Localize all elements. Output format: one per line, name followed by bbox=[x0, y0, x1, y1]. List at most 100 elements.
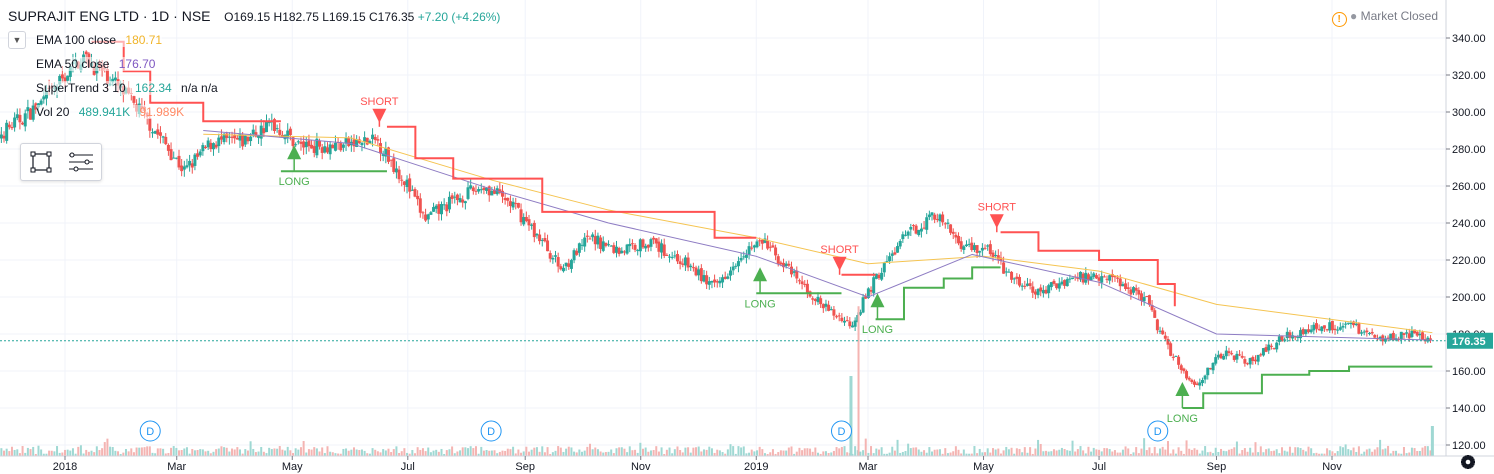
volume-bar bbox=[262, 451, 265, 456]
candle-body bbox=[543, 238, 547, 242]
volume-bar bbox=[1002, 450, 1005, 456]
volume-bar bbox=[10, 446, 13, 456]
candle-body bbox=[654, 238, 658, 244]
volume-bar bbox=[952, 451, 955, 456]
volume-bar bbox=[1045, 450, 1048, 456]
volume-bar bbox=[774, 453, 777, 456]
candle-body bbox=[779, 262, 783, 265]
candle-body bbox=[1171, 356, 1175, 358]
volume-bar bbox=[854, 446, 857, 456]
candle-body bbox=[938, 214, 942, 222]
candle-body bbox=[1235, 353, 1239, 360]
volume-bar bbox=[1156, 453, 1159, 456]
menu-icon[interactable] bbox=[67, 151, 95, 173]
candle-body bbox=[718, 280, 722, 284]
volume-bar bbox=[631, 450, 634, 456]
volume-bar bbox=[132, 452, 135, 456]
candle-body bbox=[408, 178, 412, 192]
volume-bar bbox=[1265, 449, 1268, 456]
volume-bar bbox=[310, 449, 313, 456]
study-legend-supertrend[interactable]: SuperTrend 3 10 162.34 n/a n/a bbox=[36, 81, 218, 95]
candle-body bbox=[599, 237, 603, 249]
candle-body bbox=[196, 153, 200, 157]
volume-bar bbox=[549, 453, 552, 456]
candle-body bbox=[678, 261, 682, 264]
candle-body bbox=[935, 218, 939, 220]
candle-body bbox=[474, 190, 478, 192]
volume-bar bbox=[962, 449, 965, 456]
volume-bar bbox=[1174, 453, 1177, 456]
volume-bar bbox=[575, 452, 578, 456]
chevron-down-icon[interactable]: ▼ bbox=[8, 31, 26, 49]
volume-bar bbox=[1100, 451, 1103, 456]
volume-bar bbox=[244, 449, 247, 456]
volume-bar bbox=[1172, 449, 1175, 456]
volume-bar bbox=[1151, 453, 1154, 456]
volume-bar bbox=[119, 453, 122, 456]
volume-bar bbox=[870, 446, 873, 456]
candle-body bbox=[782, 262, 786, 268]
candle-body bbox=[1264, 347, 1268, 352]
close-value: C176.35 bbox=[368, 10, 415, 24]
market-status[interactable]: ! ● Market Closed bbox=[1331, 9, 1438, 27]
symbol-title[interactable]: SUPRAJIT ENG LTD · 1D · NSE bbox=[8, 8, 211, 24]
candle-body bbox=[1118, 278, 1122, 287]
candle-body bbox=[466, 187, 470, 199]
study-legend-ema50[interactable]: EMA 50 close 176.70 bbox=[36, 57, 156, 71]
volume-bar bbox=[663, 453, 666, 456]
candle-body bbox=[211, 143, 215, 150]
candle-body bbox=[577, 243, 581, 253]
volume-bar bbox=[745, 453, 748, 456]
candle-body bbox=[1028, 283, 1032, 286]
candle-body bbox=[829, 309, 833, 311]
candle-body bbox=[827, 304, 831, 311]
volume-bar bbox=[1328, 450, 1331, 456]
study-legend-volume[interactable]: Vol 20 489.941K 91.989K bbox=[36, 105, 185, 119]
candle-body bbox=[1036, 289, 1040, 296]
volume-bar bbox=[787, 447, 790, 456]
volume-bar bbox=[440, 448, 443, 456]
volume-bar bbox=[612, 453, 615, 456]
candle-body bbox=[800, 281, 804, 285]
candle-body bbox=[1044, 289, 1048, 294]
candle-body bbox=[174, 157, 178, 159]
candle-body bbox=[1206, 367, 1210, 376]
volume-bar bbox=[618, 447, 621, 456]
candle-body bbox=[325, 147, 329, 153]
candle-body bbox=[850, 325, 854, 328]
volume-bar bbox=[1413, 448, 1416, 456]
volume-bar bbox=[1357, 446, 1360, 456]
candle-body bbox=[193, 154, 197, 166]
candle-body bbox=[1344, 323, 1348, 325]
gear-icon[interactable] bbox=[1461, 455, 1475, 469]
volume-bar bbox=[668, 447, 671, 456]
short-label: SHORT bbox=[978, 201, 1017, 213]
volume-bar bbox=[771, 449, 774, 456]
volume-bar bbox=[626, 452, 629, 456]
volume-bar bbox=[1262, 452, 1265, 456]
volume-bar bbox=[1429, 450, 1432, 456]
volume-bar bbox=[284, 450, 287, 456]
rect-select-icon[interactable] bbox=[29, 151, 53, 173]
volume-bar bbox=[111, 447, 114, 456]
candle-body bbox=[384, 148, 388, 157]
volume-bar bbox=[204, 451, 207, 456]
candle-body bbox=[755, 241, 759, 248]
volume-bar bbox=[1222, 450, 1225, 456]
volume-bar bbox=[862, 450, 865, 456]
volume-bar bbox=[98, 450, 101, 456]
candle-body bbox=[206, 140, 210, 148]
volume-bar bbox=[702, 449, 705, 456]
volume-bar bbox=[1405, 453, 1408, 456]
candle-body bbox=[673, 255, 677, 257]
study-legend-ema100[interactable]: EMA 100 close 180.71 bbox=[36, 33, 163, 47]
long-label: LONG bbox=[744, 298, 775, 310]
volume-bar bbox=[946, 453, 949, 456]
candle-body bbox=[21, 122, 25, 125]
volume-bar bbox=[1233, 447, 1236, 456]
candle-body bbox=[946, 222, 950, 224]
candle-body bbox=[5, 122, 9, 141]
study-extra: n/a n/a bbox=[181, 81, 218, 95]
candle-body bbox=[744, 254, 748, 258]
